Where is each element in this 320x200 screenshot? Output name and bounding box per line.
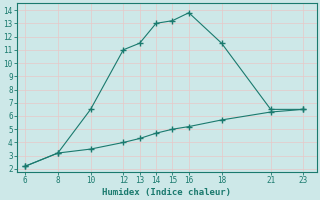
X-axis label: Humidex (Indice chaleur): Humidex (Indice chaleur)	[102, 188, 231, 197]
